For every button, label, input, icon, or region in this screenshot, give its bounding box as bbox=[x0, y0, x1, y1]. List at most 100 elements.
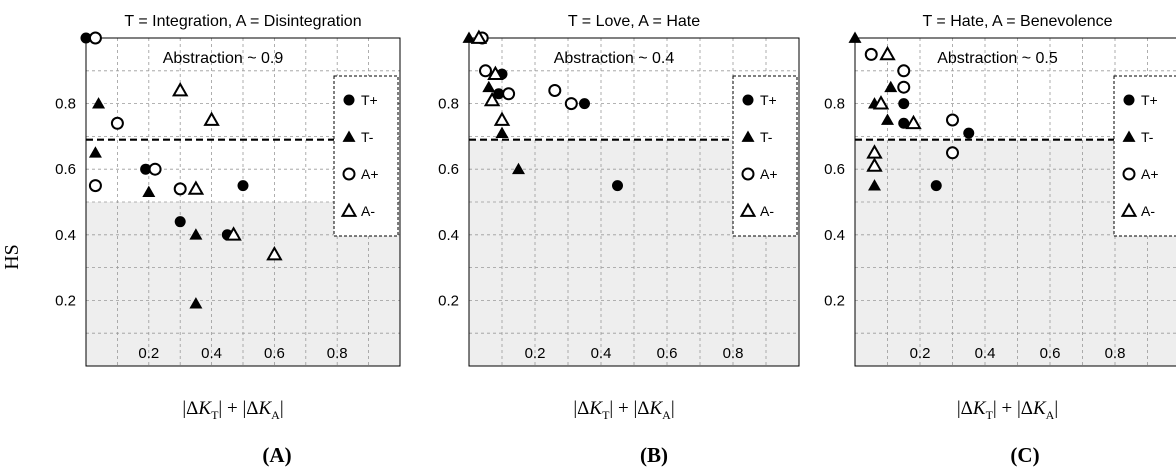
data-point-Tminus bbox=[482, 80, 496, 93]
data-point-Aminus bbox=[203, 111, 220, 126]
data-point-Tplus bbox=[963, 127, 975, 139]
chart-title: T = Hate, A = Benevolence bbox=[922, 13, 1112, 30]
data-point-Aminus bbox=[866, 157, 883, 172]
data-point-Tminus bbox=[142, 185, 156, 198]
data-point-Tplus bbox=[898, 98, 910, 110]
data-point-Tplus bbox=[140, 163, 152, 175]
legend-label: T- bbox=[760, 129, 773, 145]
data-point-Aminus bbox=[483, 91, 501, 107]
y-axis-label: HS bbox=[1, 244, 23, 270]
data-point-Aminus bbox=[493, 111, 511, 126]
data-point-Aplus bbox=[479, 64, 492, 78]
plot-frame bbox=[468, 37, 800, 367]
data-point-Aminus bbox=[487, 65, 504, 80]
x-tick-label: 0.4 bbox=[591, 345, 612, 362]
y-tick-label: 0.6 bbox=[55, 161, 76, 178]
panel-label: (A) bbox=[262, 443, 291, 467]
data-point-Tminus bbox=[189, 228, 203, 240]
legend-marker bbox=[1120, 202, 1138, 217]
x-label-sub: T bbox=[986, 408, 994, 422]
x-tick-label: 0.8 bbox=[327, 345, 348, 362]
abstraction-annotation: Abstraction ~ 0.4 bbox=[554, 50, 675, 67]
data-point-Aplus bbox=[502, 87, 516, 101]
y-tick-label: 0.8 bbox=[824, 96, 845, 113]
data-point-Tplus bbox=[237, 180, 249, 192]
x-label-sub: A bbox=[271, 408, 280, 422]
chart-panel-1: T = Integration, A = Disintegration Abstr… bbox=[55, 13, 401, 467]
y-tick-label: 0.4 bbox=[55, 227, 76, 244]
legend-label: T- bbox=[1141, 129, 1154, 145]
data-point-Tplus bbox=[174, 216, 186, 228]
x-label-part: | bbox=[671, 398, 675, 419]
y-tick-label: 0.4 bbox=[438, 227, 459, 244]
y-tick-label: 0.6 bbox=[438, 161, 459, 178]
x-tick-label: 0.4 bbox=[201, 345, 222, 362]
data-point-Aplus bbox=[88, 31, 102, 45]
data-point-Tplus bbox=[898, 117, 910, 129]
data-point-Tminus bbox=[884, 80, 898, 93]
data-point-Tplus bbox=[80, 32, 92, 44]
legend-label: T+ bbox=[1141, 92, 1158, 108]
y-tick-label: 0.2 bbox=[55, 292, 76, 309]
chart-title: T = Love, A = Hate bbox=[568, 13, 700, 30]
legend-marker bbox=[342, 130, 356, 142]
legend-marker bbox=[340, 202, 358, 217]
legend-marker bbox=[1122, 167, 1136, 181]
x-label-sub: T bbox=[602, 408, 610, 422]
x-label-part: |Δ bbox=[573, 398, 589, 419]
legend-marker bbox=[741, 167, 755, 181]
x-label-sub: A bbox=[1046, 408, 1055, 422]
panel-label: (B) bbox=[640, 443, 668, 467]
data-point-Aminus bbox=[905, 114, 922, 130]
legend-label: T- bbox=[361, 129, 374, 145]
data-point-Aminus bbox=[872, 95, 890, 110]
data-point-Tminus bbox=[495, 126, 509, 138]
legend-label: A+ bbox=[1141, 166, 1159, 182]
x-label-var: K bbox=[648, 398, 663, 419]
data-point-Tminus bbox=[848, 31, 862, 43]
data-point-Tminus bbox=[92, 97, 106, 109]
data-point-Aminus bbox=[225, 226, 242, 241]
x-label-part: | bbox=[1054, 398, 1058, 419]
legend-marker bbox=[741, 130, 755, 142]
data-point-Aplus bbox=[88, 179, 102, 193]
x-tick-label: 0.4 bbox=[975, 345, 996, 362]
data-point-Tminus bbox=[881, 113, 894, 125]
legend-marker bbox=[343, 94, 355, 106]
data-point-Aminus bbox=[266, 245, 283, 261]
data-point-Tminus bbox=[189, 297, 203, 309]
x-axis-label: |ΔKT| + |ΔKA| bbox=[573, 398, 674, 422]
x-tick-label: 0.2 bbox=[138, 345, 159, 362]
data-point-Aminus bbox=[879, 45, 896, 61]
data-point-Aplus bbox=[946, 113, 959, 127]
data-point-Aplus bbox=[564, 97, 578, 111]
data-point-Tplus bbox=[579, 98, 590, 110]
x-label-part: | + |Δ bbox=[218, 398, 258, 419]
chart-panel-2: T = Love, A = Hate Abstraction ~ 0.4 0.2 0.… bbox=[438, 13, 800, 467]
y-tick-label: 0.8 bbox=[55, 96, 76, 113]
x-axis-label: |ΔKT| + |ΔKA| bbox=[957, 398, 1058, 422]
legend-label: A+ bbox=[760, 166, 778, 182]
legend-marker bbox=[1123, 94, 1135, 106]
data-point-Aplus bbox=[946, 146, 959, 160]
legend: T+ T- A+ A- bbox=[1113, 75, 1176, 237]
x-tick-label: 0.2 bbox=[910, 345, 931, 362]
y-tick-label: 0.8 bbox=[438, 96, 459, 113]
x-axis-label: |ΔKT| + |ΔKA| bbox=[182, 398, 283, 422]
x-label-var: K bbox=[1032, 398, 1047, 419]
data-point-Aplus bbox=[173, 182, 187, 196]
x-tick-label: 0.2 bbox=[525, 345, 546, 362]
x-tick-label: 0.8 bbox=[1105, 345, 1126, 362]
legend-label: A- bbox=[361, 203, 375, 219]
data-point-Tplus bbox=[612, 180, 623, 192]
legend-box bbox=[732, 75, 798, 237]
x-tick-label: 0.6 bbox=[657, 345, 678, 362]
legend: T+ T- A+ A- bbox=[333, 75, 399, 237]
legend-label: T+ bbox=[760, 92, 777, 108]
chart-title: T = Integration, A = Disintegration bbox=[124, 13, 361, 30]
data-point-Aminus bbox=[171, 81, 189, 97]
x-label-var: K bbox=[588, 398, 603, 419]
legend-label: A+ bbox=[361, 166, 379, 182]
plot-frame bbox=[85, 37, 401, 367]
